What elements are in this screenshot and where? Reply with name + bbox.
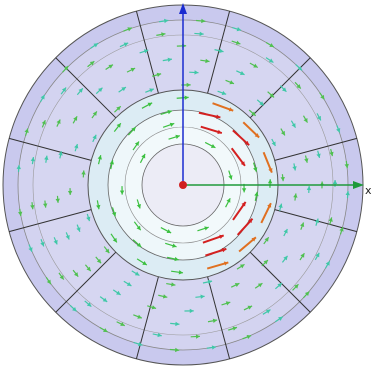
- origin: [179, 181, 187, 189]
- page: x (() => { const data = JSON.parse(docum…: [0, 0, 372, 372]
- x-axis-label: x: [365, 184, 372, 197]
- field-plot: x: [0, 0, 372, 372]
